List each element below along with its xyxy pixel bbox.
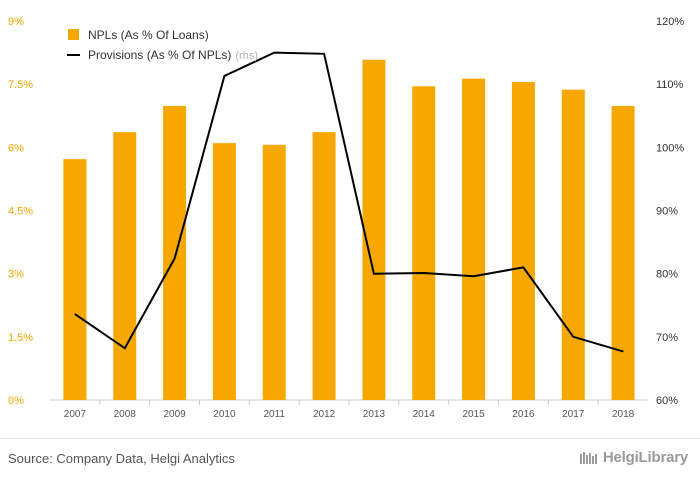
line-point [174,258,176,260]
bar [113,132,137,400]
y-left-tick-label: 3% [8,269,24,281]
line-point [572,336,574,338]
bar [462,78,486,400]
combo-chart: 0% 1.5% 3% 4.5% 6% 7.5% 9% 60% 70% 80% 90% 100% 110%… [8,16,684,420]
x-tick-label: 2015 [462,409,485,420]
bar [212,143,236,400]
line-point [522,266,524,268]
line-point [473,275,475,277]
x-tick-label: 2016 [512,409,535,420]
bar [163,106,187,400]
x-tick-label: 2013 [363,409,386,420]
bar [561,89,585,400]
line-point [223,75,225,77]
line-point [273,52,275,54]
bar [412,86,436,401]
legend-swatch-bar [68,29,79,40]
line-point [622,350,624,352]
bar [611,106,635,400]
x-tick-label: 2008 [114,409,137,420]
line-point [423,272,425,274]
y-right-tick-label: 80% [656,269,678,281]
x-tick-label: 2010 [213,409,236,420]
x-tick-label: 2007 [64,409,87,420]
bar [63,159,87,400]
y-right-tick-label: 120% [656,16,684,28]
bar [362,59,386,401]
bar [312,132,336,400]
brand-logo[interactable]: HelgiLibrary [579,449,688,466]
x-tick-label: 2011 [263,409,285,420]
y-right-tick-label: 90% [656,206,678,218]
footer-divider [0,438,700,439]
y-left-tick-label: 7.5% [8,79,33,91]
y-left-tick-label: 9% [8,16,24,28]
y-right-tick-label: 60% [656,395,678,407]
provisions-line [74,51,624,353]
line-point [323,53,325,55]
x-tick-label: 2009 [163,409,186,420]
legend-label-provisions: Provisions (As % Of NPLs) (rhs) [88,48,258,62]
y-left-tick-label: 1.5% [8,332,33,344]
bar [511,82,535,401]
line-point [373,273,375,275]
legend-label-provisions-main: Provisions (As % Of NPLs) [88,48,231,62]
y-right-tick-label: 110% [656,79,684,91]
y-left-tick-label: 4.5% [8,206,33,218]
y-right-tick-label: 100% [656,142,684,154]
x-tick-label: 2017 [562,409,585,420]
bar [262,144,286,400]
legend-label-provisions-suffix: (rhs) [235,50,258,62]
y-right-tick-label: 70% [656,332,678,344]
library-icon [579,451,597,464]
x-tick-label: 2012 [313,409,336,420]
y-left-tick-label: 6% [8,142,24,154]
line-point [124,347,126,349]
brand-name: HelgiLibrary [602,449,688,466]
line-point [74,313,76,315]
y-left-tick-label: 0% [8,395,24,407]
x-tick-label: 2018 [612,409,635,420]
source-note: Source: Company Data, Helgi Analytics [8,451,235,466]
x-tick-label: 2014 [413,409,436,420]
legend-label-npls: NPLs (As % Of Loans) [88,28,209,42]
